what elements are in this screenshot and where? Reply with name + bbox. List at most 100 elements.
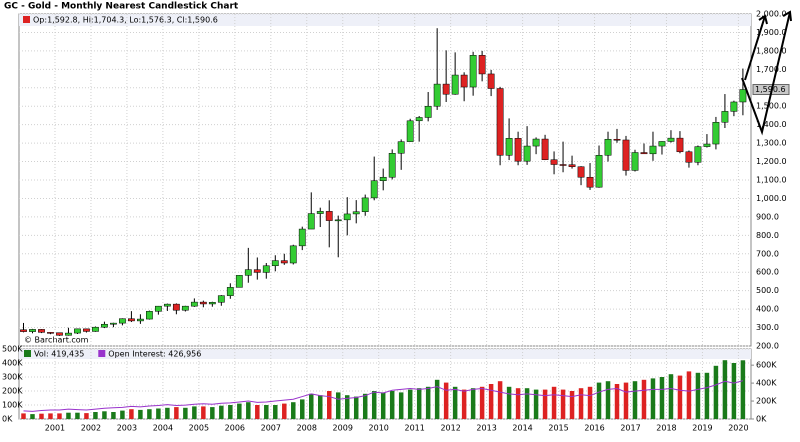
candle-body: [721, 111, 729, 123]
candle-body: [217, 295, 225, 303]
candle-body: [370, 180, 378, 199]
y-tick-label: 1,300.0: [756, 139, 787, 148]
y-tick-label: 1,900.0: [756, 28, 787, 37]
volume-bar: [371, 391, 377, 419]
chart-title: GC - Gold - Monthly Nearest Candlestick …: [4, 2, 239, 12]
candle-body: [74, 328, 81, 334]
y-tick-label: 300K: [2, 373, 23, 382]
volume-bar: [596, 382, 602, 419]
candle-body: [154, 305, 162, 312]
volume-bar: [542, 389, 548, 419]
volume-bar: [111, 412, 116, 419]
volume-bar: [551, 386, 557, 419]
volume-bar: [479, 386, 485, 419]
y-tick-label: 700.0: [756, 249, 779, 258]
candle-body: [676, 137, 684, 153]
x-tick-label: 2016: [584, 424, 604, 433]
y-tick-label: 600.0: [756, 268, 779, 277]
x-tick-label: 2005: [189, 424, 209, 433]
x-tick-label: 2017: [620, 424, 640, 433]
volume-bar: [246, 402, 251, 419]
y-tick-label: 1,400.0: [756, 120, 787, 129]
y-tick-label: 2,000.0: [756, 10, 787, 19]
candle-body: [172, 303, 180, 311]
candle-body: [523, 145, 531, 162]
volume-bar: [156, 408, 161, 419]
candle-body: [280, 260, 288, 264]
volume-bar: [587, 386, 593, 419]
arrow-head: [758, 14, 768, 25]
volume-bar: [623, 382, 629, 419]
volume-bar: [452, 386, 458, 419]
volume-bar: [722, 360, 728, 419]
candle-body: [478, 55, 486, 75]
candle-body: [199, 301, 207, 305]
volume-bar: [129, 409, 134, 419]
candle-body: [128, 318, 135, 322]
volume-bar: [380, 392, 386, 419]
candle-body: [631, 152, 639, 171]
volume-bar: [210, 407, 215, 419]
volume-bar: [282, 403, 287, 419]
candle-body: [235, 275, 243, 288]
volume-bar: [318, 395, 323, 419]
volume-bar: [228, 405, 233, 419]
candle-body: [685, 151, 693, 163]
candle-body: [379, 176, 387, 181]
candle-body: [181, 305, 189, 311]
y2-tick-label: 0K: [756, 415, 767, 424]
x-tick-label: 2003: [117, 424, 137, 433]
volume-bar: [309, 393, 314, 419]
candle-body: [29, 329, 36, 332]
volume-bar: [497, 381, 503, 419]
volume-bar: [425, 386, 431, 419]
candle-body: [550, 159, 558, 165]
volume-bar: [201, 406, 206, 419]
volume-bar: [362, 393, 368, 419]
volume-bar: [686, 371, 692, 419]
volume-bar: [533, 389, 539, 419]
candle-body: [649, 145, 657, 155]
volume-bar: [695, 372, 701, 419]
volume-bar: [461, 389, 467, 419]
y-tick-label: 1,800.0: [756, 46, 787, 55]
candle-body: [397, 141, 405, 154]
volume-bar: [120, 410, 125, 419]
arrow: [741, 11, 791, 136]
y-tick-label: 100K: [2, 401, 23, 410]
candle-body: [595, 155, 603, 188]
plot-layer: 200.0 300.0 400.0 500.0 600.0 700.0 800.0 900.0…: [2, 10, 790, 433]
y-tick-label: 1,200.0: [756, 157, 787, 166]
candle-body: [703, 143, 711, 147]
volume-bar: [192, 406, 197, 419]
candle-body: [271, 260, 279, 267]
candle-body: [604, 138, 612, 156]
volume-legend-strip: [19, 349, 751, 359]
candle-body: [208, 302, 216, 305]
candle-body: [406, 120, 414, 142]
volume-bar: [677, 375, 683, 419]
open-interest-line: [23, 380, 744, 412]
candle-body: [541, 138, 549, 160]
y-tick-label: 300.0: [756, 323, 779, 332]
volume-bar: [183, 407, 188, 419]
volume-bar: [353, 396, 359, 419]
volume-bar: [668, 374, 674, 419]
candle-body: [424, 105, 432, 118]
x-tick-label: 2018: [656, 424, 676, 433]
volume-bar: [515, 388, 521, 419]
volume-bar: [84, 413, 89, 419]
candle-body: [730, 101, 738, 112]
candle-body: [667, 137, 675, 142]
volume-bar: [434, 379, 440, 419]
candle-body: [163, 303, 171, 307]
annotation-arrows: [741, 10, 792, 136]
x-tick-label: 2013: [476, 424, 496, 433]
candle-body: [739, 89, 747, 103]
candle-body: [289, 245, 297, 264]
candle-body: [460, 74, 468, 88]
candle-body: [101, 323, 108, 328]
candle-body: [307, 213, 315, 230]
candle-body: [496, 88, 504, 156]
volume-bar: [704, 372, 710, 419]
